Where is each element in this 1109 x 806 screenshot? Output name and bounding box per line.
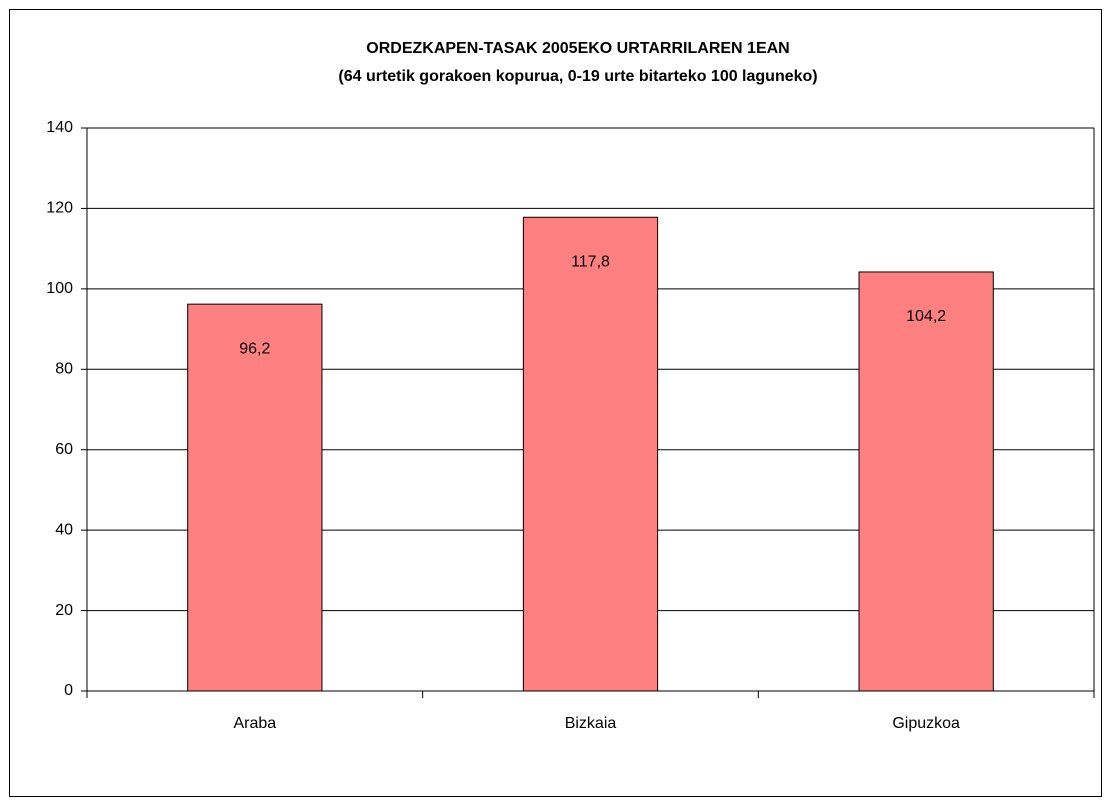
data-label: 117,8 xyxy=(571,253,610,270)
y-tick-label: 80 xyxy=(55,361,73,378)
chart-subtitle: (64 urtetik gorakoen kopurua, 0-19 urte … xyxy=(338,68,817,85)
y-tick-label: 60 xyxy=(55,441,73,458)
bar xyxy=(858,271,994,692)
y-tick-label: 0 xyxy=(64,682,73,699)
x-tick-label: Gipuzkoa xyxy=(892,715,960,732)
x-tick-label: Bizkaia xyxy=(565,715,617,732)
y-tick-label: 40 xyxy=(55,521,73,538)
y-tick-label: 120 xyxy=(46,200,73,217)
y-tick-label: 100 xyxy=(46,280,73,297)
bar xyxy=(187,303,323,692)
chart-title: ORDEZKAPEN-TASAK 2005EKO URTARRILAREN 1E… xyxy=(366,40,789,57)
bar xyxy=(522,216,659,692)
y-tick-label: 140 xyxy=(46,119,73,136)
x-tick-label: Araba xyxy=(233,715,276,732)
y-tick-label: 20 xyxy=(55,602,73,619)
data-label: 104,2 xyxy=(906,308,946,325)
data-label: 96,2 xyxy=(239,340,270,357)
